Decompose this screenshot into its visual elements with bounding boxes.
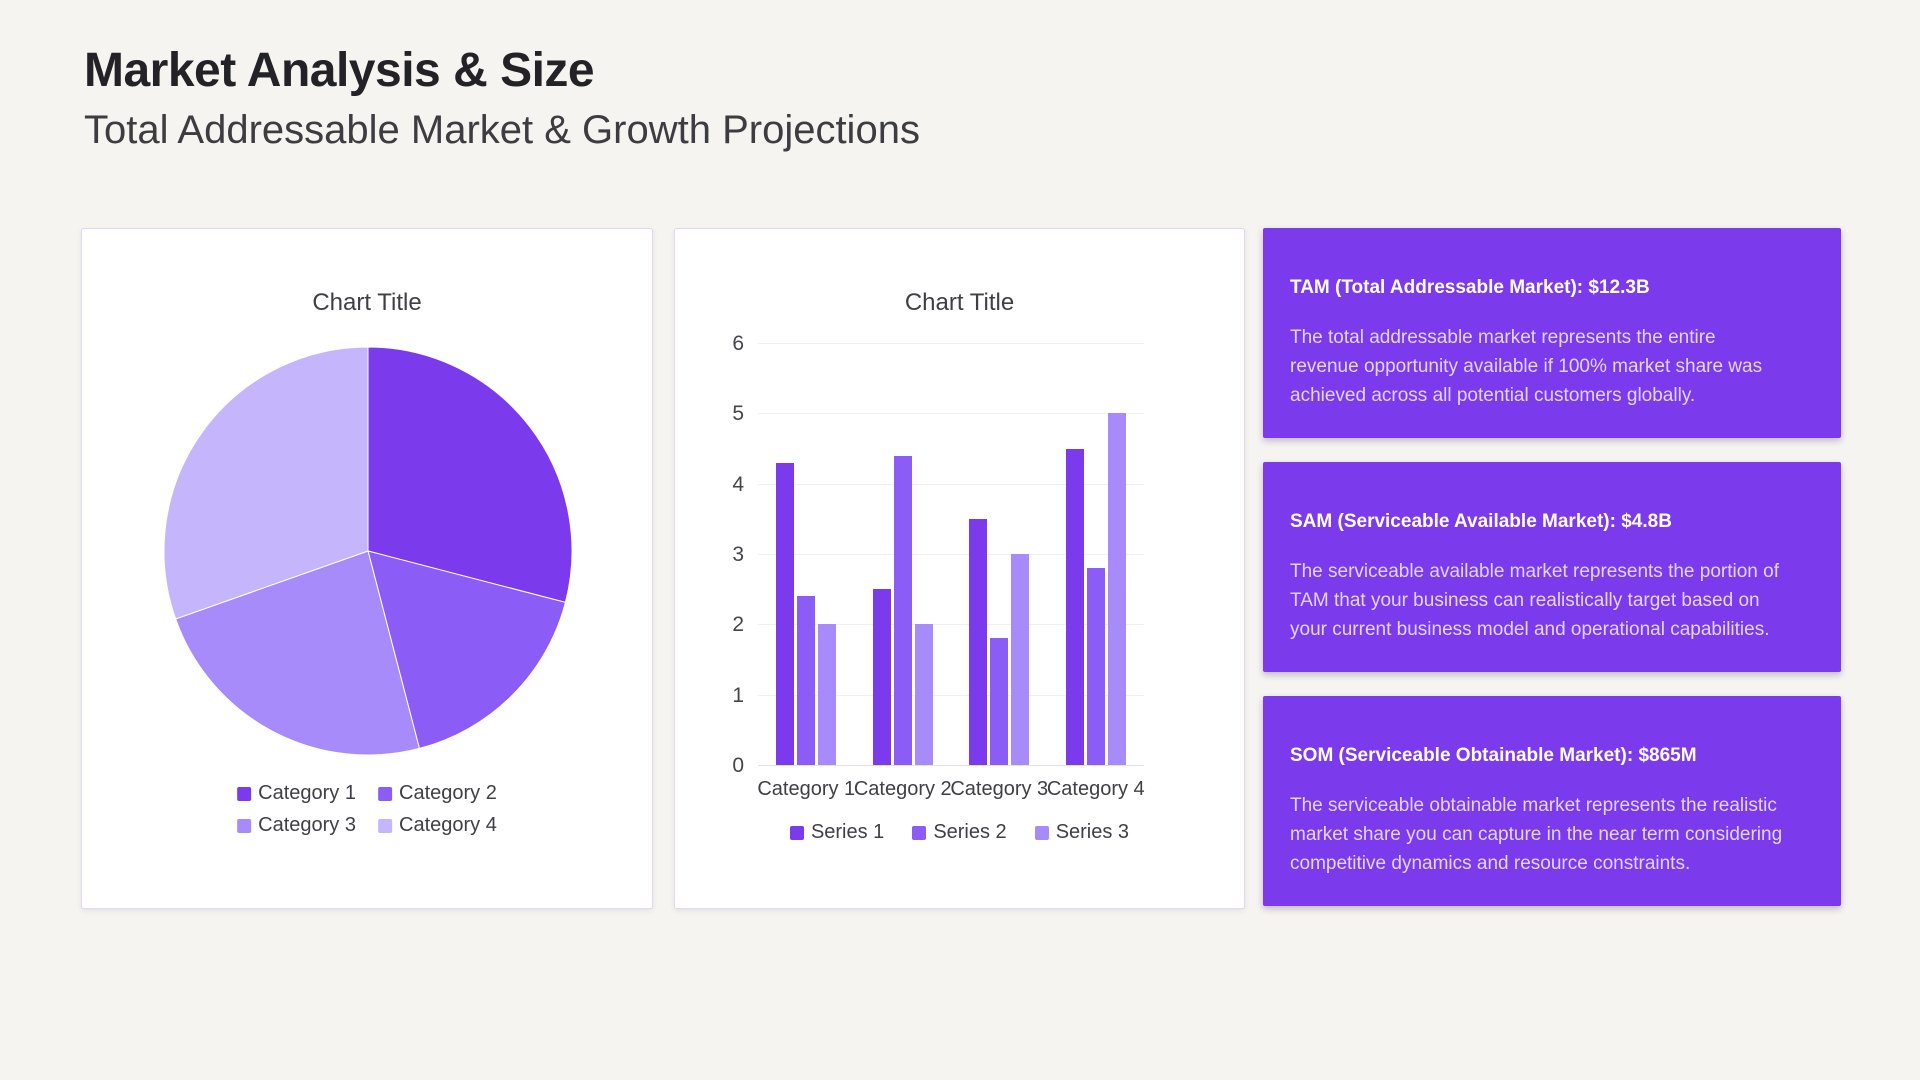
- bar-series-3-category-4: [1107, 413, 1126, 765]
- pie-legend-item-category-4: Category 4: [378, 814, 497, 837]
- bar-chart-card: Chart Title Series 1 Series 2 Series 3 0 1 2…: [674, 228, 1245, 909]
- legend-swatch: [1034, 825, 1049, 840]
- pie-slice-category-4: [163, 346, 369, 620]
- y-tick-label-2: 2: [732, 613, 744, 637]
- bar-legend-item-series-2: Series 2: [912, 821, 1007, 844]
- gridline-y-5: [758, 413, 1144, 415]
- legend-swatch: [378, 786, 392, 801]
- bar-chart-title: Chart Title: [904, 289, 1015, 316]
- legend-swatch: [237, 818, 252, 833]
- y-tick-label-1: 1: [732, 683, 744, 707]
- pie-chart: [163, 346, 573, 756]
- y-tick-label-4: 4: [732, 472, 744, 496]
- legend-label: Series 2: [933, 821, 1007, 843]
- bar-series-3-category-3: [1011, 554, 1030, 765]
- legend-label: Series 3: [1055, 821, 1130, 843]
- pie-legend-item-category-3: Category 3: [237, 814, 356, 837]
- gridline-y-4: [758, 483, 1144, 485]
- y-tick-label-0: 0: [732, 754, 744, 777]
- tam-card-title: TAM (Total Addressable Market): $12.3B: [1290, 277, 1650, 298]
- x-category-label-category-3: Category 3: [950, 778, 1049, 800]
- pie-chart-card: Chart Title Category 1 Category 2 Category…: [81, 228, 653, 909]
- gridline-y-6: [758, 343, 1144, 344]
- legend-label: Series 1: [810, 821, 885, 843]
- bar-series-3-category-1: [818, 624, 837, 765]
- gridline-y-2: [758, 624, 1144, 626]
- legend-label: Category 1: [258, 782, 356, 804]
- x-category-label-category-2: Category 2: [853, 778, 952, 800]
- bar-series-1-category-3: [969, 518, 988, 765]
- bar-series-2-category-3: [990, 638, 1009, 765]
- gridline-y-3: [758, 554, 1144, 555]
- pie-slice-category-1: [367, 346, 573, 604]
- y-tick-label-6: 6: [732, 332, 744, 355]
- legend-swatch: [912, 825, 927, 840]
- pie-chart-title: Chart Title: [312, 289, 422, 316]
- bar-chart-plot-area: [758, 343, 1144, 766]
- sam-card-title: SAM (Serviceable Available Market): $4.8…: [1290, 511, 1672, 532]
- bar-series-1-category-4: [1065, 448, 1084, 765]
- bar-series-3-category-2: [914, 624, 933, 765]
- legend-swatch: [789, 825, 804, 840]
- legend-label: Category 4: [399, 814, 497, 836]
- legend-swatch: [237, 786, 252, 801]
- tam-card: TAM (Total Addressable Market): $12.3B T…: [1263, 228, 1841, 438]
- bar-legend: Series 1 Series 2 Series 3: [675, 821, 1244, 844]
- bar-legend-item-series-1: Series 1: [789, 821, 885, 844]
- som-card-body: The serviceable obtainable market repres…: [1290, 795, 1783, 874]
- pie-legend: Category 1 Category 2 Category 3 Category 4: [237, 782, 497, 837]
- sam-card-body: The serviceable available market represe…: [1290, 561, 1779, 640]
- pie-legend-item-category-2: Category 2: [378, 782, 497, 805]
- legend-swatch: [378, 818, 392, 833]
- x-category-label-category-1: Category 1: [757, 778, 856, 800]
- sam-card: SAM (Serviceable Available Market): $4.8…: [1263, 462, 1841, 672]
- gridline-y-1: [758, 694, 1144, 696]
- y-tick-label-3: 3: [732, 543, 744, 566]
- bar-legend-item-series-3: Series 3: [1034, 821, 1130, 844]
- y-tick-label-5: 5: [732, 402, 744, 426]
- pie-slice-category-2: [367, 550, 567, 750]
- header: Market Analysis & Size Total Addressable…: [84, 42, 920, 154]
- som-card: SOM (Serviceable Obtainable Market): $86…: [1263, 696, 1841, 906]
- legend-label: Category 3: [258, 814, 356, 836]
- pie-legend-item-category-1: Category 1: [237, 782, 356, 805]
- page-title: Market Analysis & Size: [84, 44, 595, 97]
- bar-series-1-category-2: [872, 589, 891, 765]
- pie-slice-category-3: [175, 550, 421, 756]
- x-category-label-category-4: Category 4: [1046, 778, 1145, 800]
- bar-series-2-category-1: [797, 596, 816, 765]
- page-subtitle: Total Addressable Market & Growth Projec…: [84, 108, 920, 152]
- som-card-title: SOM (Serviceable Obtainable Market): $86…: [1290, 745, 1697, 766]
- bar-series-2-category-2: [893, 455, 912, 765]
- gridline-y-0: [758, 765, 1144, 766]
- tam-card-body: The total addressable market represents …: [1290, 327, 1763, 406]
- bar-series-2-category-4: [1086, 568, 1105, 765]
- legend-label: Category 2: [399, 782, 497, 804]
- bar-series-1-category-1: [776, 462, 795, 765]
